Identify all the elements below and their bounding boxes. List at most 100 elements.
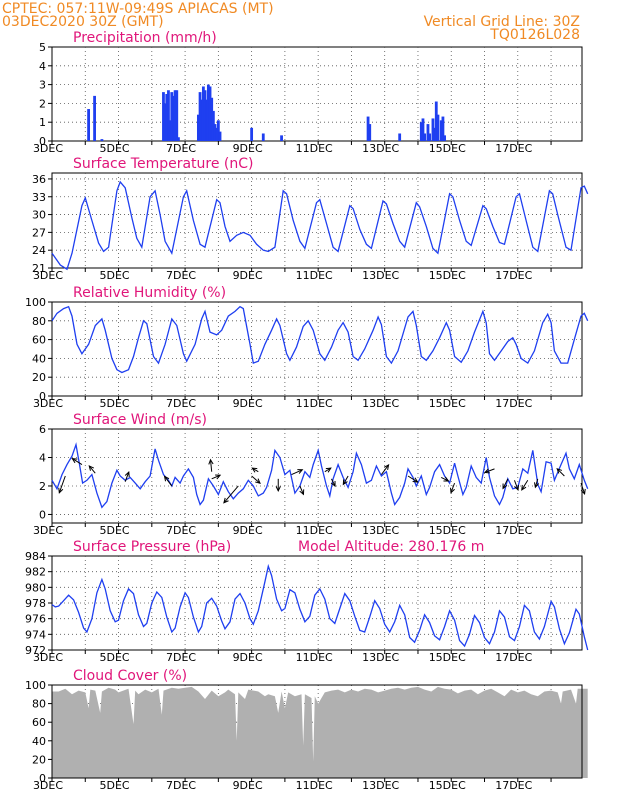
precip-bar (210, 97, 214, 141)
wind-arrow (58, 475, 66, 494)
wind-arrow-shaft (251, 475, 261, 484)
wind-arrow-head (383, 464, 390, 470)
wind-arrow (342, 475, 349, 486)
panel-frame (51, 301, 583, 397)
wind-arrow (299, 485, 305, 496)
precip-bar (426, 124, 430, 141)
x-tick-label: 17DEC (495, 651, 532, 664)
x-tick-label: 3DEC (33, 651, 63, 664)
precip-bar (428, 133, 432, 141)
wind-arrow (380, 464, 390, 475)
y-tick-label: 40 (32, 735, 46, 748)
wind-arrow-shaft (380, 464, 389, 475)
wind-arrow-shaft (556, 468, 565, 477)
precip-bar (177, 137, 180, 141)
x-tick-label: 5DEC (99, 142, 129, 155)
y-tick-label: 0 (39, 135, 46, 148)
wind-arrow (534, 478, 540, 489)
wind-arrow-shaft (331, 478, 336, 487)
wind-arrow-shaft (223, 485, 239, 504)
wind-arrow-shaft (521, 480, 529, 491)
wind-arrow (223, 485, 239, 504)
x-tick-label: 15DEC (429, 397, 466, 410)
wind-arrow-shaft (324, 467, 332, 473)
wind-arrow-head (163, 475, 170, 482)
y-tick-label: 20 (32, 753, 46, 766)
wind-arrow (556, 467, 565, 477)
wind-arrow (330, 478, 336, 488)
wind-arrow-head (450, 487, 455, 494)
wind-arrow (251, 467, 259, 473)
series-line (51, 305, 589, 374)
wind-arrow (275, 478, 281, 492)
precip-bar (368, 124, 372, 141)
panel-title: Relative Humidity (%) (73, 285, 226, 301)
y-tick-label: 80 (32, 315, 46, 328)
x-tick-label: 9DEC (233, 651, 263, 664)
wind-arrow (324, 467, 332, 473)
y-tick-label: 5 (39, 41, 46, 54)
panel-6: 0 20 40 60 80 100 3DEC 5DEC 7DEC 9DEC 11DEC 13DEC 15… (25, 668, 588, 792)
wind-arrow-head (443, 476, 450, 482)
y-tick-label: 40 (32, 352, 46, 365)
y-tick-label: 80 (32, 698, 46, 711)
x-tick-label: 9DEC (233, 524, 263, 537)
precip-bar (218, 131, 222, 141)
panel-title: Surface Wind (m/s) (73, 412, 207, 428)
y-tick-label: 60 (32, 334, 46, 347)
x-tick-label: 5DEC (99, 524, 129, 537)
wind-arrow-head (299, 489, 305, 496)
y-tick-label: 6 (39, 423, 46, 436)
precip-bar (439, 120, 443, 141)
x-tick-label: 13DEC (362, 142, 399, 155)
wind-arrow-head (330, 481, 336, 488)
y-tick-label: 30 (32, 209, 46, 222)
precip-bar (198, 92, 202, 141)
panel-title: Surface Pressure (hPa) (73, 539, 231, 555)
wind-arrow-head (275, 486, 281, 492)
precip-bar (431, 118, 435, 141)
precip-bar (433, 127, 437, 141)
x-tick-label: 11DEC (296, 397, 333, 410)
precip-bar (215, 127, 219, 141)
wind-arrow-head (251, 467, 258, 473)
precip-bar (165, 94, 169, 141)
precip-bar (436, 114, 440, 141)
wind-arrow-head (58, 487, 64, 494)
wind-arrow-shaft (441, 476, 449, 482)
wind-arrow (521, 480, 529, 491)
wind-arrow-shaft (299, 485, 304, 495)
wind-arrow-head (255, 478, 261, 484)
x-tick-label: 17DEC (495, 397, 532, 410)
wind-arrow-head (556, 467, 563, 474)
x-tick-label: 7DEC (166, 397, 196, 410)
panel-subtitle: Model Altitude: 280.176 m (298, 539, 484, 555)
panel-1: 0 1 2 3 4 5 3DEC 5DEC 7DEC 9DEC 11DEC 13DEC 15DEC 17D… (33, 30, 583, 155)
y-tick-label: 20 (32, 371, 46, 384)
wind-arrow-head (483, 468, 490, 474)
precip-bar (170, 92, 174, 141)
wind-arrow-shaft (124, 471, 130, 482)
wind-arrow (71, 457, 83, 466)
x-tick-label: 7DEC (166, 779, 196, 792)
x-tick-label: 13DEC (362, 779, 399, 792)
y-tick-label: 100 (25, 679, 46, 692)
wind-arrow-shaft (534, 478, 539, 488)
x-tick-label: 3DEC (33, 524, 63, 537)
y-tick-label: 27 (32, 226, 46, 239)
panel-title: Surface Temperature (nC) (73, 156, 254, 172)
x-tick-label: 7DEC (166, 142, 196, 155)
y-tick-label: 21 (32, 262, 46, 275)
x-tick-label: 9DEC (233, 142, 263, 155)
wind-arrow (163, 475, 173, 487)
precip-bar (419, 122, 423, 141)
x-tick-label: 3DEC (33, 269, 63, 282)
x-tick-label: 11DEC (296, 142, 333, 155)
wind-arrow (291, 469, 304, 476)
x-tick-label: 13DEC (362, 651, 399, 664)
wind-arrow-shaft (58, 475, 66, 493)
x-tick-label: 13DEC (362, 397, 399, 410)
precip-bar (434, 101, 438, 141)
wind-arrow (211, 474, 222, 480)
